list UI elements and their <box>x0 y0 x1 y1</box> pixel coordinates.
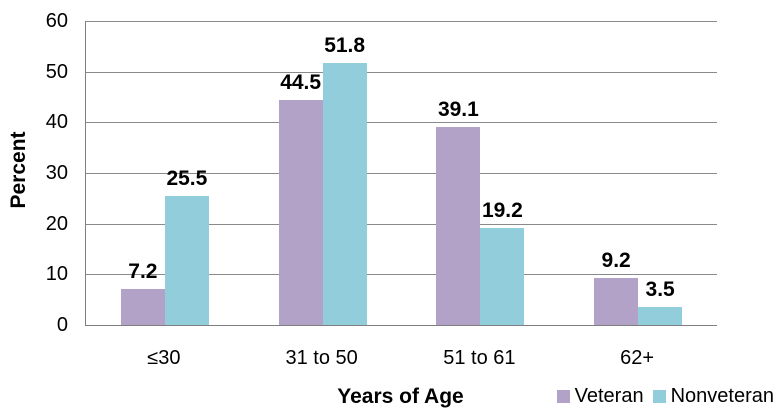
bar-value-label: 7.2 <box>128 259 158 283</box>
y-tick-label: 10 <box>45 263 68 286</box>
bar-groups: 7.2 25.5 44.5 51.8 39.1 19.2 9.2 3.5 <box>86 21 717 325</box>
bar-column-nonveteran: 25.5 <box>164 21 209 325</box>
bar-group: 9.2 3.5 <box>559 21 717 325</box>
bar-value-label: 39.1 <box>437 97 479 121</box>
y-tick-label: 40 <box>45 111 68 134</box>
bar-veteran <box>120 288 165 325</box>
bar-value-label: 9.2 <box>601 249 631 273</box>
legend-swatch-icon <box>652 389 666 403</box>
gridline <box>86 274 717 275</box>
bar-nonveteran <box>322 62 367 325</box>
bar-value-label: 25.5 <box>166 166 208 190</box>
bar-column-veteran: 9.2 <box>594 21 639 325</box>
y-tick-label: 30 <box>45 162 68 184</box>
legend-item-nonveteran: Nonveteran <box>652 384 774 408</box>
x-tick-label: 31 to 50 <box>285 347 358 369</box>
bar-group: 39.1 19.2 <box>402 21 560 325</box>
bar-nonveteran <box>164 195 209 325</box>
legend-swatch-icon <box>556 389 570 403</box>
bar-column-nonveteran: 51.8 <box>322 21 367 325</box>
bar-column-veteran: 44.5 <box>278 21 323 325</box>
bar-veteran <box>436 126 481 325</box>
plot-area: 7.2 25.5 44.5 51.8 39.1 19.2 9.2 3.5 <box>85 21 717 326</box>
legend-item-veteran: Veteran <box>556 384 644 408</box>
bar-nonveteran <box>638 307 683 325</box>
gridline <box>86 21 717 22</box>
bar-group: 7.2 25.5 <box>86 21 244 325</box>
legend-label: Veteran <box>574 385 644 407</box>
bar-value-label: 3.5 <box>645 278 675 302</box>
bar-value-label: 44.5 <box>280 70 322 94</box>
y-tick-label: 50 <box>45 60 68 83</box>
legend-label: Nonveteran <box>670 385 774 407</box>
gridline <box>86 72 717 73</box>
x-axis-tick-labels: ≤30 31 to 50 51 to 61 62+ <box>85 346 716 370</box>
gridline <box>86 224 717 225</box>
bar-nonveteran <box>480 227 525 325</box>
bar-value-label: 19.2 <box>481 198 523 222</box>
bar-veteran <box>278 99 323 325</box>
y-axis-ticks: 0 10 20 30 40 50 60 <box>0 0 72 415</box>
bar-column-nonveteran: 3.5 <box>638 21 683 325</box>
x-tick-label: 62+ <box>620 347 655 369</box>
bar-column-veteran: 7.2 <box>120 21 165 325</box>
x-tick-label: 51 to 61 <box>443 347 516 369</box>
x-tick-label: ≤30 <box>147 347 181 369</box>
bar-group: 44.5 51.8 <box>244 21 402 325</box>
gridline <box>86 173 717 174</box>
y-tick-label: 60 <box>45 10 68 32</box>
bar-column-veteran: 39.1 <box>436 21 481 325</box>
legend: Veteran Nonveteran <box>556 384 774 408</box>
bar-value-label: 51.8 <box>324 33 366 57</box>
bar-veteran <box>594 278 639 325</box>
y-tick-label: 20 <box>45 212 68 235</box>
x-axis-title: Years of Age <box>337 385 464 408</box>
gridline <box>86 122 717 123</box>
y-tick-label: 0 <box>56 314 68 336</box>
bar-column-nonveteran: 19.2 <box>480 21 525 325</box>
